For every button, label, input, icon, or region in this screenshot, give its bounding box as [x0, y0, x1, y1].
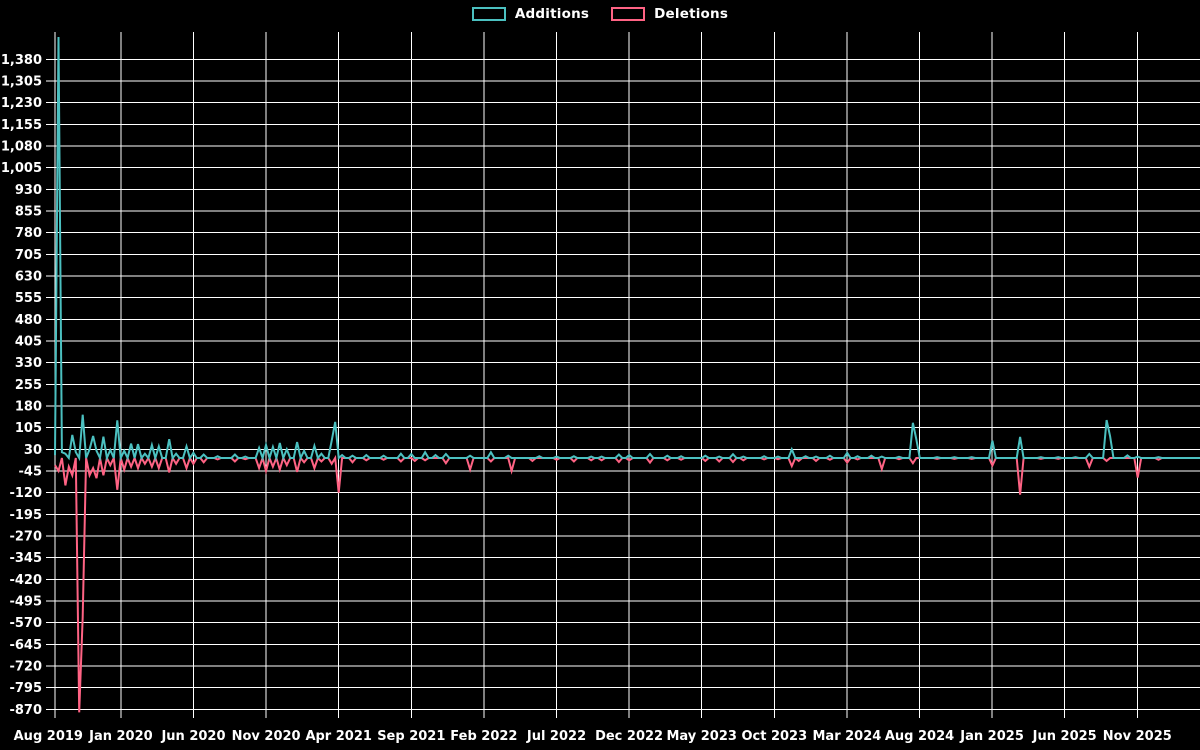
svg-text:1,380: 1,380 — [1, 53, 42, 68]
svg-text:930: 930 — [15, 183, 42, 198]
legend-label-additions: Additions — [514, 6, 590, 22]
svg-text:Jun 2020: Jun 2020 — [160, 729, 225, 744]
svg-text:Jan 2020: Jan 2020 — [88, 729, 153, 744]
svg-text:330: 330 — [15, 356, 42, 371]
svg-text:Mar 2024: Mar 2024 — [812, 729, 881, 744]
svg-text:Dec 2022: Dec 2022 — [595, 729, 663, 744]
deletions-swatch-icon — [611, 7, 646, 21]
svg-text:855: 855 — [15, 204, 42, 219]
svg-text:Nov 2020: Nov 2020 — [232, 729, 301, 744]
svg-text:1,305: 1,305 — [1, 74, 42, 89]
additions-swatch-icon — [471, 7, 506, 21]
svg-text:1,155: 1,155 — [1, 118, 42, 133]
svg-text:Jul 2022: Jul 2022 — [526, 729, 586, 744]
svg-text:Oct 2023: Oct 2023 — [741, 729, 807, 744]
svg-text:555: 555 — [15, 291, 42, 306]
svg-text:May 2023: May 2023 — [666, 729, 737, 744]
svg-text:480: 480 — [15, 313, 42, 328]
legend-item-deletions[interactable]: Deletions — [611, 6, 728, 22]
svg-text:-570: -570 — [9, 616, 42, 631]
svg-text:-870: -870 — [9, 703, 42, 718]
svg-text:-720: -720 — [9, 660, 42, 675]
svg-text:Apr 2021: Apr 2021 — [305, 729, 372, 744]
svg-text:Sep 2021: Sep 2021 — [377, 729, 445, 744]
svg-text:-195: -195 — [9, 508, 42, 523]
svg-text:-120: -120 — [9, 486, 42, 501]
svg-text:-270: -270 — [9, 530, 42, 545]
svg-text:Jan 2025: Jan 2025 — [959, 729, 1024, 744]
svg-text:1,005: 1,005 — [1, 161, 42, 176]
svg-text:1,080: 1,080 — [1, 139, 42, 154]
svg-text:405: 405 — [15, 334, 42, 349]
legend-label-deletions: Deletions — [654, 6, 729, 22]
svg-text:Jun 2025: Jun 2025 — [1032, 729, 1097, 744]
svg-text:-345: -345 — [9, 551, 42, 566]
svg-text:780: 780 — [15, 226, 42, 241]
svg-text:1,230: 1,230 — [1, 96, 42, 111]
svg-text:630: 630 — [15, 269, 42, 284]
svg-text:30: 30 — [24, 443, 42, 458]
svg-text:-45: -45 — [19, 465, 43, 480]
svg-text:Aug 2019: Aug 2019 — [14, 729, 83, 744]
svg-text:Aug 2024: Aug 2024 — [885, 729, 954, 744]
svg-text:Feb 2022: Feb 2022 — [450, 729, 517, 744]
svg-text:-495: -495 — [9, 595, 42, 610]
svg-text:-795: -795 — [9, 681, 42, 696]
svg-text:Nov 2025: Nov 2025 — [1103, 729, 1172, 744]
legend-item-additions[interactable]: Additions — [471, 6, 590, 22]
svg-text:105: 105 — [15, 421, 42, 436]
svg-text:705: 705 — [15, 248, 42, 263]
svg-text:-420: -420 — [9, 573, 42, 588]
svg-text:180: 180 — [15, 399, 42, 414]
svg-text:255: 255 — [15, 378, 42, 393]
svg-text:-645: -645 — [9, 638, 42, 653]
chart-legend: Additions Deletions — [0, 6, 1200, 22]
